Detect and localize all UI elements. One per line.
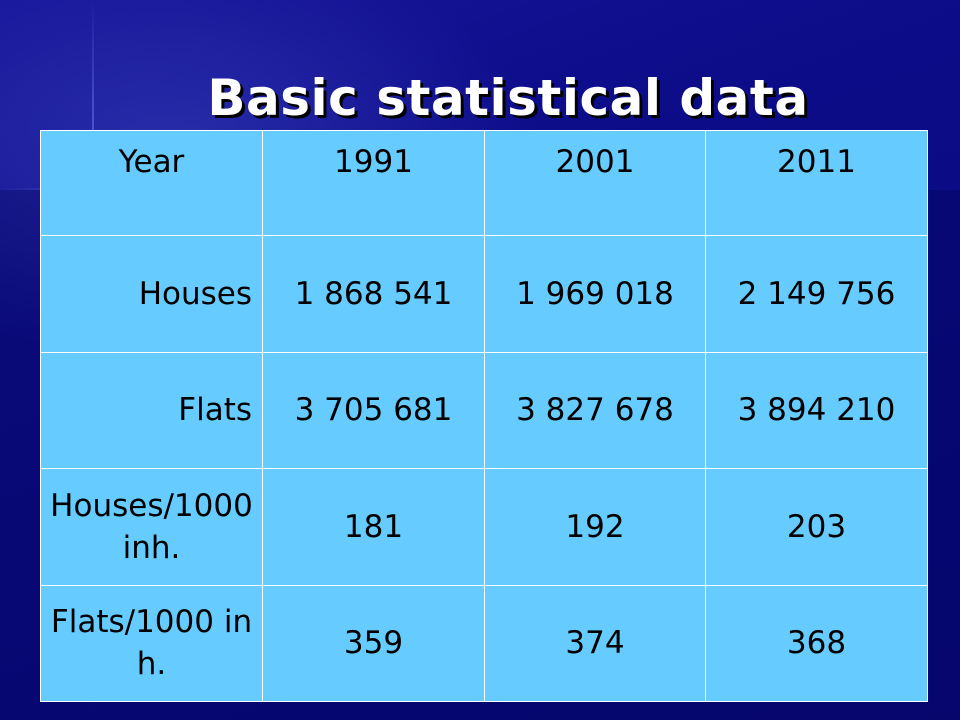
row-label-flats: Flats: [40, 351, 263, 470]
table-cell: 3 827 678: [484, 351, 706, 470]
table-cell: 3 705 681: [262, 351, 485, 470]
table-row-flats-per-1000: Flats/1000 inh. 359 374 368: [40, 584, 928, 703]
table-cell: 359: [262, 584, 485, 703]
table-cell: 3 894 210: [705, 351, 928, 470]
table-cell: 368: [705, 584, 928, 703]
header-cell-1991: 1991: [262, 129, 485, 237]
table-cell: 192: [484, 468, 706, 586]
statistics-table: Year 1991 2001 2011 Houses 1 868 541 1 9…: [40, 129, 928, 703]
table-cell: 181: [262, 468, 485, 586]
table-header-row: Year 1991 2001 2011: [40, 129, 928, 237]
table-cell: 374: [484, 584, 706, 703]
table-row-flats: Flats 3 705 681 3 827 678 3 894 210: [40, 351, 928, 470]
table-row-houses-per-1000: Houses/1000 inh. 181 192 203: [40, 468, 928, 586]
row-label-flats-per-1000: Flats/1000 inh.: [40, 584, 263, 703]
row-label-houses-per-1000: Houses/1000 inh.: [40, 468, 263, 586]
header-cell-year: Year: [40, 129, 263, 237]
table-cell: 203: [705, 468, 928, 586]
row-label-houses: Houses: [40, 235, 263, 353]
table-row-houses: Houses 1 868 541 1 969 018 2 149 756: [40, 235, 928, 353]
header-cell-2011: 2011: [705, 129, 928, 237]
table-cell: 1 868 541: [262, 235, 485, 353]
table-cell: 2 149 756: [705, 235, 928, 353]
header-cell-2001: 2001: [484, 129, 706, 237]
table-cell: 1 969 018: [484, 235, 706, 353]
slide-title: Basic statistical data: [207, 69, 809, 127]
